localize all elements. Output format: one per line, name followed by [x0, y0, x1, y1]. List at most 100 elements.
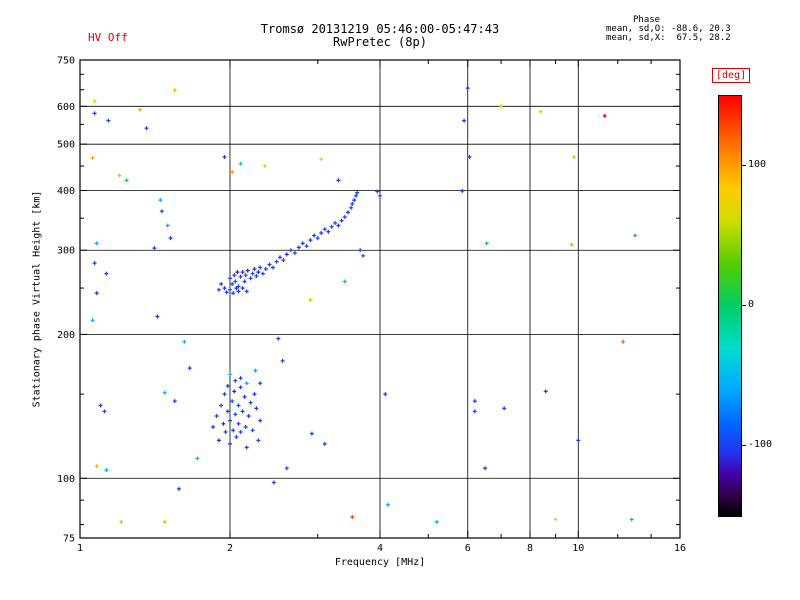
data-point	[233, 412, 238, 417]
data-point	[350, 201, 355, 206]
data-point	[228, 287, 232, 292]
data-point	[261, 271, 265, 276]
data-point	[339, 218, 344, 223]
data-point	[225, 409, 230, 414]
data-point	[235, 270, 240, 275]
data-point	[231, 291, 236, 296]
y-tick-label: 500	[57, 140, 75, 151]
data-point	[375, 189, 380, 194]
x-axis-label: Frequency [MHz]	[334, 557, 426, 568]
data-point	[633, 233, 638, 238]
data-point	[233, 378, 238, 383]
data-point	[336, 178, 341, 183]
data-point	[361, 253, 366, 258]
plot-subtitle: RwPretec (8p)	[333, 35, 427, 49]
y-tick-label: 400	[57, 186, 75, 197]
data-point	[233, 279, 238, 284]
y-tick-label: 300	[57, 246, 75, 257]
data-point	[246, 414, 251, 418]
data-point	[155, 314, 160, 319]
data-point	[571, 155, 576, 159]
data-point	[165, 223, 170, 228]
data-point	[92, 261, 97, 266]
data-point	[230, 170, 235, 175]
phase-stats-title: Phase	[633, 15, 661, 25]
data-point	[460, 189, 465, 193]
data-point	[222, 392, 227, 397]
data-point	[106, 118, 111, 123]
data-point	[162, 390, 167, 395]
data-point	[543, 389, 548, 394]
data-point	[214, 414, 219, 418]
data-point	[254, 274, 259, 278]
data-point	[254, 406, 259, 411]
data-point	[350, 515, 355, 519]
data-point	[158, 198, 163, 203]
data-point	[284, 252, 289, 257]
data-point	[349, 205, 354, 210]
data-point	[386, 502, 390, 507]
data-point	[117, 173, 122, 178]
data-point	[472, 409, 477, 414]
data-point	[553, 517, 558, 522]
data-point	[216, 287, 221, 292]
y-tick-label: 600	[57, 102, 75, 113]
data-point	[244, 445, 249, 450]
data-point	[252, 392, 257, 397]
data-point	[138, 107, 143, 112]
data-point	[304, 244, 309, 249]
data-point	[378, 193, 382, 198]
data-point	[232, 273, 237, 278]
data-point	[484, 241, 489, 246]
data-point	[322, 441, 327, 446]
data-point	[221, 421, 226, 426]
data-point	[342, 279, 347, 284]
x-tick-label: 2	[227, 543, 233, 554]
data-point	[248, 276, 253, 281]
data-point	[230, 399, 235, 404]
phase-stats-mean-o: mean, sd,O: -88.6, 20.3	[606, 24, 731, 34]
data-point	[312, 233, 317, 238]
data-point	[258, 418, 263, 423]
data-point	[238, 430, 243, 434]
data-point	[483, 466, 488, 471]
data-point	[159, 209, 164, 214]
data-point	[383, 392, 388, 397]
data-point	[245, 268, 250, 273]
data-point	[499, 104, 504, 109]
data-point	[278, 255, 282, 260]
data-point	[230, 282, 235, 286]
data-point	[104, 271, 109, 276]
x-tick-label: 8	[527, 543, 533, 554]
y-tick-label: 200	[57, 330, 75, 341]
data-point	[232, 389, 237, 394]
y-tick-label: 75	[63, 534, 75, 545]
data-point	[244, 381, 249, 386]
data-point	[238, 274, 243, 279]
data-point	[244, 289, 249, 294]
data-point	[354, 193, 358, 198]
data-point	[92, 111, 97, 116]
data-point	[267, 262, 272, 267]
x-tick-label: 10	[572, 543, 584, 554]
data-point	[211, 425, 216, 429]
data-point	[621, 339, 626, 344]
data-point	[342, 215, 347, 219]
data-point	[144, 126, 149, 131]
data-point	[326, 229, 331, 234]
data-point	[225, 384, 230, 388]
data-point	[90, 155, 95, 160]
data-point	[228, 276, 232, 281]
data-point	[319, 231, 324, 235]
data-point	[308, 298, 313, 302]
data-point	[281, 258, 286, 263]
data-point	[434, 520, 439, 524]
data-point	[182, 339, 187, 344]
colorbar-label: [deg]	[712, 68, 751, 83]
data-point	[243, 425, 248, 429]
data-point	[234, 286, 239, 291]
data-point	[236, 284, 241, 289]
data-point	[462, 118, 467, 123]
data-point	[172, 88, 177, 93]
